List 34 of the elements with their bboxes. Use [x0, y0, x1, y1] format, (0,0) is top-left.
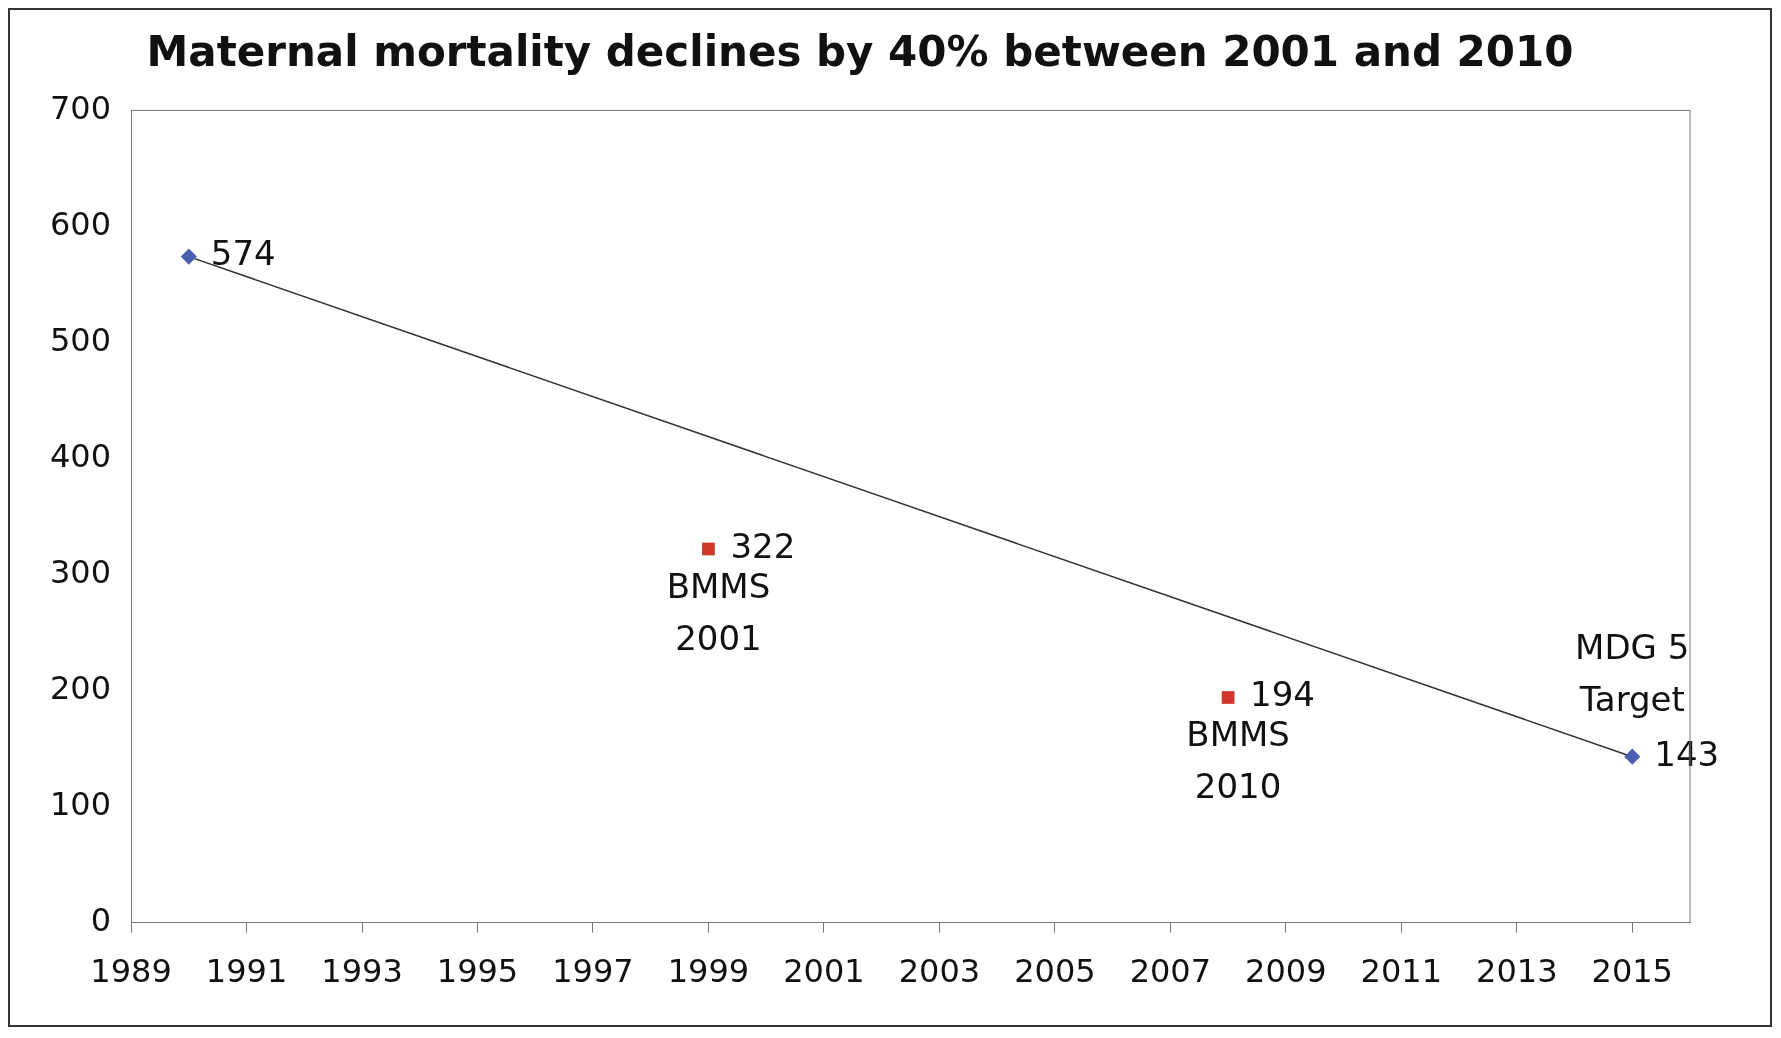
x-tick-label: 2009 — [1245, 952, 1327, 991]
data-label: 143 — [1654, 733, 1720, 774]
x-tick-label: 1999 — [667, 952, 750, 991]
y-tick-label: 600 — [50, 204, 112, 243]
x-tick-label: 2015 — [1591, 952, 1673, 991]
point — [1624, 748, 1641, 765]
x-tick-label: 2005 — [1014, 952, 1096, 991]
point — [702, 542, 715, 556]
data-label: 194 — [1250, 674, 1315, 715]
y-tick-label: 300 — [50, 552, 112, 591]
annotation: BMMS 2010 — [1186, 714, 1290, 807]
x-tick-label: 1993 — [321, 952, 403, 991]
y-tick-label: 0 — [90, 900, 112, 939]
x-tick-label: 2003 — [898, 952, 981, 991]
x-tick-label: 1989 — [90, 952, 172, 991]
data-label: 574 — [210, 233, 276, 274]
x-tick-label: 2011 — [1360, 952, 1443, 991]
x-tick-label: 1991 — [205, 952, 288, 991]
x-tick-label: 2001 — [783, 952, 865, 991]
y-tick-label: 700 — [50, 88, 112, 127]
point — [1221, 691, 1235, 704]
data-label: 322 — [730, 525, 796, 566]
x-tick-label: 2013 — [1476, 952, 1558, 991]
y-tick-label: 400 — [50, 436, 112, 475]
x-tick-label: 1997 — [552, 952, 634, 991]
x-tick-label: 2007 — [1129, 952, 1212, 991]
y-tick-label: 200 — [50, 668, 112, 707]
annotation: BMMS 2001 — [666, 565, 771, 658]
annotation: MDG 5 Target — [1575, 626, 1690, 719]
x-tick-label: 1995 — [436, 952, 519, 991]
y-tick-label: 500 — [50, 320, 112, 359]
point — [181, 248, 197, 265]
chart-title: Maternal mortality declines by 40% between 2001 and 2010 — [146, 27, 1574, 77]
y-tick-label: 100 — [50, 784, 112, 823]
